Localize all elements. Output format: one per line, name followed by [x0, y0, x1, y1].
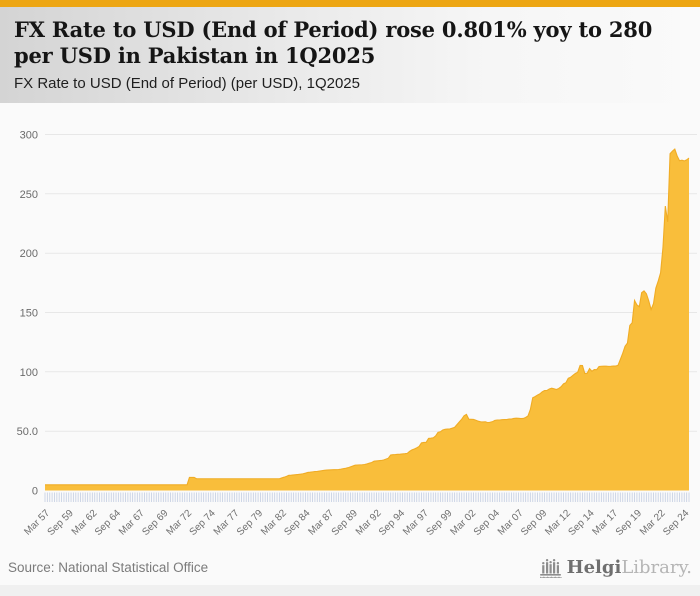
brand-top-bar [0, 0, 700, 7]
svg-text:Sep 09: Sep 09 [519, 508, 549, 538]
svg-text:Sep 14: Sep 14 [567, 508, 597, 538]
svg-text:50.0: 50.0 [17, 426, 38, 438]
svg-text:Sep 89: Sep 89 [330, 508, 360, 538]
svg-text:250: 250 [20, 189, 38, 201]
svg-text:300: 300 [20, 130, 38, 142]
svg-text:Sep 19: Sep 19 [614, 508, 644, 538]
page-title-line1: FX Rate to USD (End of Period) rose 0.80… [14, 17, 653, 42]
svg-text:Sep 94: Sep 94 [377, 508, 407, 538]
svg-text:150: 150 [20, 308, 38, 320]
svg-text:0: 0 [32, 486, 38, 498]
chart-header: FX Rate to USD (End of Period) rose 0.80… [0, 7, 700, 103]
svg-text:Sep 74: Sep 74 [188, 508, 218, 538]
logo-wordmark: HelgiLibrary. [567, 557, 692, 578]
page-title-line2: per USD in Pakistan in 1Q2025 [14, 42, 376, 68]
logo-text-library: Library. [621, 556, 692, 578]
svg-text:200: 200 [20, 248, 38, 260]
svg-text:Sep 84: Sep 84 [282, 508, 312, 538]
source-label: Source: National Statistical Office [8, 559, 209, 575]
bottom-strip [0, 585, 700, 596]
logo-text-helgi: Helgi [566, 556, 622, 578]
page-title: FX Rate to USD (End of Period) rose 0.80… [14, 17, 686, 68]
helgi-logo-icon [539, 558, 562, 578]
svg-text:100: 100 [20, 367, 38, 379]
svg-text:Sep 69: Sep 69 [140, 508, 170, 538]
svg-text:Sep 64: Sep 64 [93, 508, 123, 538]
svg-text:Sep 24: Sep 24 [661, 508, 691, 538]
chart-footer: Source: National Statistical Office Helg… [0, 550, 700, 584]
svg-text:Sep 59: Sep 59 [46, 508, 76, 538]
svg-text:Sep 79: Sep 79 [235, 508, 265, 538]
helgi-library-logo[interactable]: HelgiLibrary. [539, 557, 692, 578]
svg-text:Sep 99: Sep 99 [424, 508, 454, 538]
chart-subtitle: FX Rate to USD (End of Period) (per USD)… [14, 75, 360, 93]
svg-text:Sep 04: Sep 04 [472, 508, 502, 538]
